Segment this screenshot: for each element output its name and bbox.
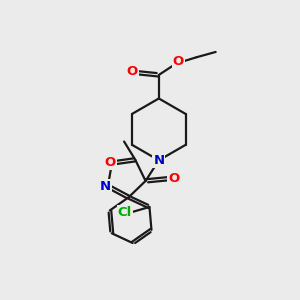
- Text: O: O: [169, 172, 180, 185]
- Text: N: N: [100, 180, 111, 193]
- Text: Cl: Cl: [118, 206, 132, 219]
- Text: O: O: [126, 65, 138, 78]
- Text: N: N: [153, 154, 164, 167]
- Text: O: O: [172, 55, 184, 68]
- Text: O: O: [105, 156, 116, 169]
